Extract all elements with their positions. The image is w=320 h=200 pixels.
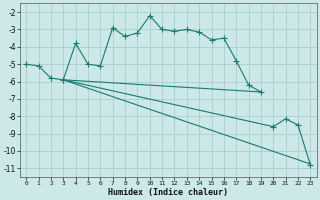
X-axis label: Humidex (Indice chaleur): Humidex (Indice chaleur) — [108, 188, 228, 197]
